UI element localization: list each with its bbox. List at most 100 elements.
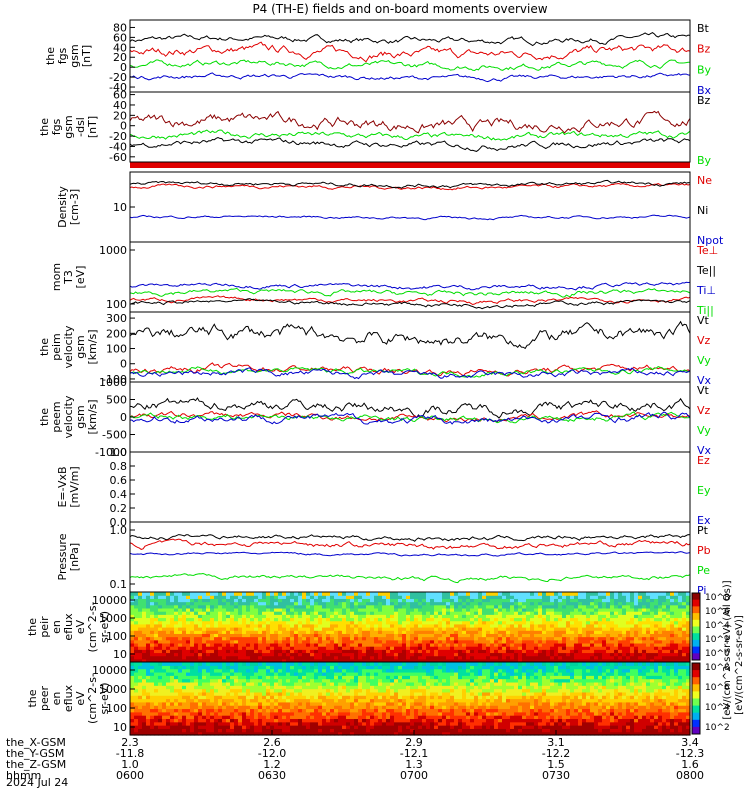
heat-cell bbox=[430, 627, 435, 631]
heat-cell bbox=[270, 630, 275, 634]
heat-cell bbox=[386, 675, 391, 680]
heat-cell bbox=[670, 601, 675, 606]
heat-cell bbox=[162, 595, 167, 599]
heat-cell bbox=[458, 633, 463, 638]
heat-cell bbox=[278, 662, 283, 666]
heat-cell bbox=[390, 728, 395, 733]
heat-cell bbox=[230, 731, 235, 736]
heat-cell bbox=[226, 698, 231, 703]
heat-cell bbox=[490, 598, 495, 603]
heat-cell bbox=[654, 636, 659, 641]
y-tick-label: 20 bbox=[113, 51, 127, 64]
heat-cell bbox=[686, 630, 691, 634]
heat-cell bbox=[454, 614, 459, 619]
heat-cell bbox=[302, 630, 307, 634]
heat-cell bbox=[682, 607, 687, 612]
heat-cell bbox=[358, 649, 363, 654]
heat-cell bbox=[458, 655, 463, 660]
heat-cell bbox=[242, 627, 247, 631]
heat-cell bbox=[394, 671, 399, 676]
heat-cell bbox=[286, 705, 291, 710]
heat-cell bbox=[422, 701, 427, 706]
heat-cell bbox=[210, 636, 215, 641]
heat-cell bbox=[306, 658, 311, 663]
heat-cell bbox=[518, 630, 523, 634]
heat-cell bbox=[198, 668, 203, 673]
heat-cell bbox=[354, 639, 359, 644]
heat-cell bbox=[686, 617, 691, 622]
heat-cell bbox=[506, 658, 511, 663]
heat-cell bbox=[550, 655, 555, 660]
heat-cell bbox=[554, 601, 559, 606]
heat-cell bbox=[206, 725, 211, 729]
heat-cell bbox=[538, 655, 543, 660]
heat-cell bbox=[290, 695, 295, 700]
heat-cell bbox=[610, 636, 615, 641]
heat-cell bbox=[154, 695, 159, 700]
heat-cell bbox=[342, 665, 347, 670]
heat-cell bbox=[310, 731, 315, 736]
heat-cell bbox=[626, 592, 631, 596]
heat-cell bbox=[342, 668, 347, 673]
heat-cell bbox=[502, 614, 507, 619]
heat-cell bbox=[330, 715, 335, 720]
heat-cell bbox=[294, 617, 299, 622]
heat-cell bbox=[286, 636, 291, 641]
heat-cell bbox=[514, 636, 519, 641]
heat-cell bbox=[590, 655, 595, 660]
heat-cell bbox=[322, 655, 327, 660]
heat-cell bbox=[258, 715, 263, 720]
heat-cell bbox=[586, 620, 591, 625]
heat-cell bbox=[522, 604, 527, 609]
heat-cell bbox=[518, 658, 523, 663]
heat-cell bbox=[566, 601, 571, 606]
heat-cell bbox=[366, 668, 371, 673]
heat-cell bbox=[154, 688, 159, 693]
heat-cell bbox=[290, 705, 295, 710]
heat-cell bbox=[614, 592, 619, 596]
heat-cell bbox=[154, 652, 159, 657]
heat-cell bbox=[338, 695, 343, 700]
heat-cell bbox=[374, 665, 379, 670]
heat-cell bbox=[310, 721, 315, 726]
heat-cell bbox=[350, 662, 355, 666]
heat-cell bbox=[310, 601, 315, 606]
heat-cell bbox=[578, 617, 583, 622]
heat-cell bbox=[654, 652, 659, 657]
heat-cell bbox=[314, 691, 319, 696]
heat-cell bbox=[310, 705, 315, 710]
heat-cell bbox=[178, 598, 183, 603]
heat-cell bbox=[282, 731, 287, 736]
heat-cell bbox=[666, 633, 671, 638]
heat-cell bbox=[346, 705, 351, 710]
heat-cell bbox=[166, 701, 171, 706]
heat-cell bbox=[174, 681, 179, 686]
heat-cell bbox=[366, 715, 371, 720]
heat-cell bbox=[170, 691, 175, 696]
heat-cell bbox=[282, 639, 287, 644]
heat-cell bbox=[514, 623, 519, 628]
heat-cell bbox=[142, 671, 147, 676]
heat-cell bbox=[174, 688, 179, 693]
heat-cell bbox=[498, 633, 503, 638]
heat-cell bbox=[410, 655, 415, 660]
heat-cell bbox=[346, 617, 351, 622]
heat-cell bbox=[430, 658, 435, 663]
y-axis-label: gsm bbox=[74, 335, 87, 358]
heat-cell bbox=[310, 623, 315, 628]
heat-cell bbox=[410, 698, 415, 703]
heat-cell bbox=[214, 614, 219, 619]
heat-cell bbox=[206, 675, 211, 680]
heat-cell bbox=[442, 728, 447, 733]
heat-cell bbox=[322, 630, 327, 634]
heat-cell bbox=[142, 695, 147, 700]
heat-cell bbox=[402, 665, 407, 670]
heat-cell bbox=[574, 652, 579, 657]
heat-cell bbox=[662, 649, 667, 654]
heat-cell bbox=[270, 614, 275, 619]
heat-cell bbox=[206, 662, 211, 666]
heat-cell bbox=[234, 655, 239, 660]
heat-cell bbox=[422, 662, 427, 666]
heat-cell bbox=[278, 658, 283, 663]
heat-cell bbox=[402, 721, 407, 726]
